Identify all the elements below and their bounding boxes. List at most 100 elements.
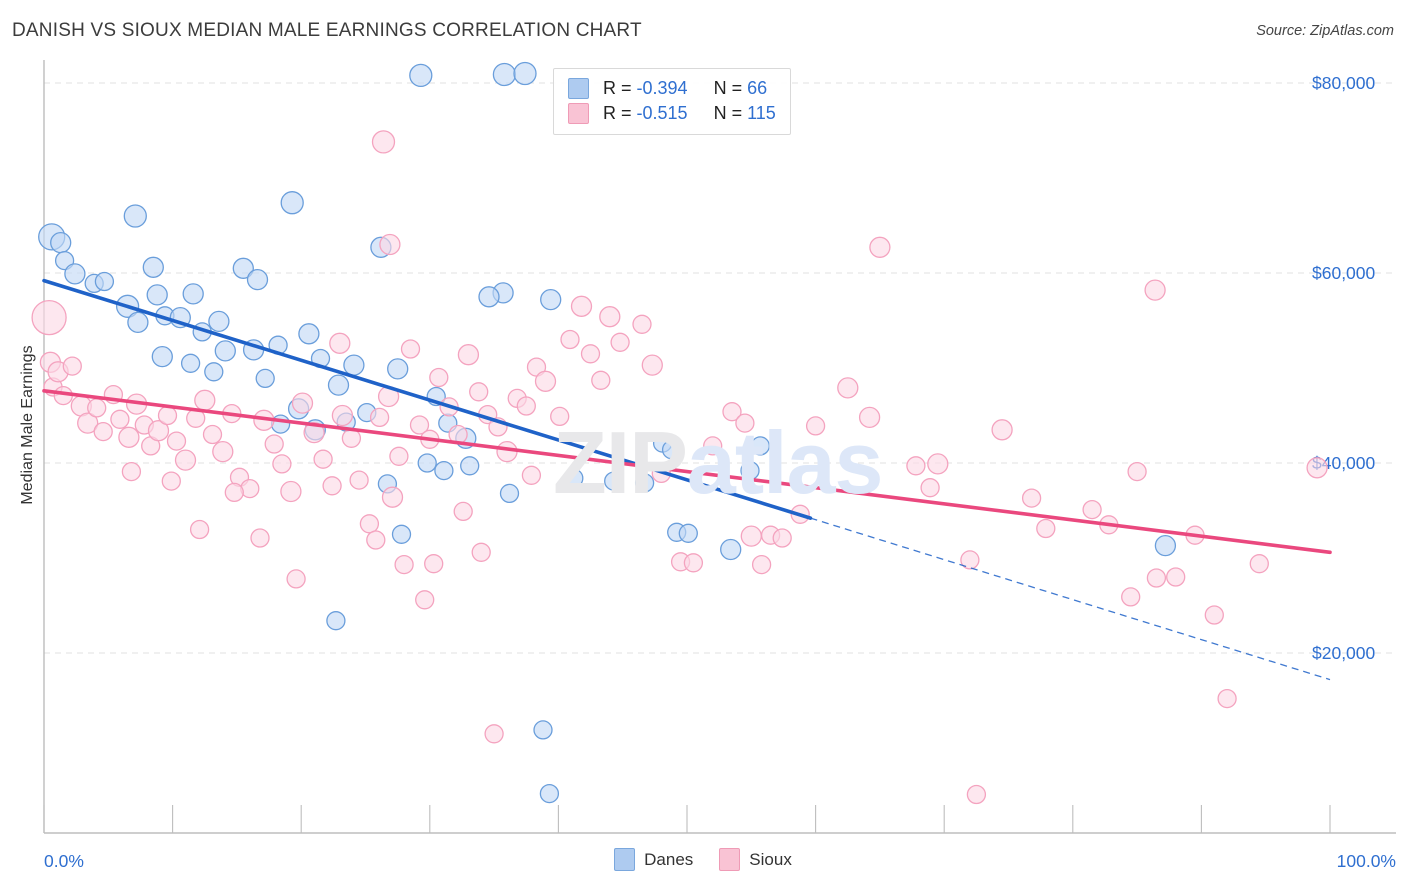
data-point[interactable]: [805, 416, 826, 436]
data-point[interactable]: [484, 724, 504, 744]
data-point[interactable]: [1021, 488, 1042, 508]
data-point[interactable]: [457, 344, 480, 366]
data-point[interactable]: [641, 354, 663, 376]
data-point[interactable]: [127, 311, 149, 334]
data-point[interactable]: [291, 392, 314, 414]
data-point[interactable]: [389, 446, 409, 466]
data-point[interactable]: [920, 478, 940, 498]
data-point[interactable]: [906, 456, 926, 476]
data-point[interactable]: [599, 306, 621, 328]
data-point[interactable]: [1144, 279, 1166, 301]
data-point[interactable]: [683, 553, 704, 573]
data-point[interactable]: [93, 421, 113, 442]
data-point[interactable]: [570, 295, 593, 317]
data-point[interactable]: [208, 310, 230, 333]
data-point[interactable]: [391, 524, 412, 544]
data-point[interactable]: [387, 358, 409, 380]
data-point[interactable]: [246, 268, 269, 291]
data-point[interactable]: [634, 473, 655, 493]
data-point[interactable]: [212, 440, 234, 463]
data-point[interactable]: [280, 480, 302, 503]
data-point[interactable]: [151, 345, 173, 368]
data-point[interactable]: [460, 456, 480, 476]
data-point[interactable]: [366, 530, 386, 550]
data-point[interactable]: [369, 407, 390, 428]
data-point[interactable]: [166, 431, 187, 451]
data-point[interactable]: [62, 356, 82, 376]
data-point[interactable]: [869, 236, 891, 258]
data-point[interactable]: [751, 554, 772, 575]
data-point[interactable]: [610, 332, 630, 352]
data-point[interactable]: [224, 482, 244, 503]
data-point[interactable]: [77, 412, 99, 434]
data-point[interactable]: [960, 550, 980, 570]
data-point[interactable]: [560, 329, 580, 350]
data-point[interactable]: [632, 314, 652, 334]
data-point[interactable]: [858, 406, 881, 429]
data-point[interactable]: [492, 62, 517, 87]
data-point[interactable]: [379, 233, 401, 256]
data-point[interactable]: [381, 486, 404, 508]
data-point[interactable]: [539, 783, 560, 804]
data-point[interactable]: [591, 370, 611, 390]
data-point[interactable]: [110, 409, 130, 429]
data-point[interactable]: [1127, 461, 1147, 482]
data-point[interactable]: [303, 421, 325, 444]
data-point[interactable]: [394, 554, 414, 575]
data-point[interactable]: [534, 370, 557, 392]
data-point[interactable]: [415, 590, 435, 610]
data-point[interactable]: [1146, 568, 1167, 588]
data-point[interactable]: [329, 332, 351, 354]
data-point[interactable]: [499, 483, 520, 504]
legend-item-sioux[interactable]: Sioux: [719, 848, 792, 871]
data-point[interactable]: [255, 368, 275, 389]
data-point[interactable]: [272, 454, 292, 474]
data-point[interactable]: [703, 436, 723, 456]
data-point[interactable]: [331, 404, 354, 427]
data-point[interactable]: [720, 538, 742, 561]
data-point[interactable]: [513, 61, 537, 86]
data-point[interactable]: [286, 569, 306, 589]
data-point[interactable]: [87, 398, 107, 418]
data-point[interactable]: [214, 340, 236, 362]
data-point[interactable]: [202, 424, 223, 445]
data-point[interactable]: [564, 468, 584, 488]
data-point[interactable]: [161, 471, 181, 491]
data-point[interactable]: [550, 406, 570, 427]
data-point[interactable]: [1249, 554, 1269, 574]
data-point[interactable]: [469, 382, 489, 402]
data-point[interactable]: [678, 523, 698, 543]
data-point[interactable]: [991, 419, 1013, 441]
data-point[interactable]: [50, 231, 72, 254]
data-point[interactable]: [250, 528, 270, 548]
data-point[interactable]: [735, 413, 755, 433]
data-point[interactable]: [516, 396, 536, 416]
data-point[interactable]: [123, 204, 147, 228]
data-point[interactable]: [189, 519, 210, 540]
data-point[interactable]: [521, 465, 542, 485]
data-point[interactable]: [424, 554, 444, 574]
data-point[interactable]: [182, 283, 204, 305]
data-point[interactable]: [204, 362, 224, 382]
data-point[interactable]: [1166, 567, 1186, 587]
data-point[interactable]: [1154, 534, 1177, 557]
data-point[interactable]: [1036, 518, 1056, 539]
data-point[interactable]: [270, 414, 291, 434]
data-point[interactable]: [722, 402, 742, 422]
data-point[interactable]: [1121, 587, 1141, 607]
data-point[interactable]: [146, 284, 168, 306]
data-point[interactable]: [64, 263, 86, 285]
data-point[interactable]: [434, 460, 454, 481]
data-point[interactable]: [478, 286, 500, 308]
data-point[interactable]: [927, 453, 949, 475]
data-point[interactable]: [580, 344, 601, 364]
data-point[interactable]: [180, 353, 201, 373]
data-point[interactable]: [264, 434, 284, 454]
data-point[interactable]: [359, 514, 380, 534]
data-point[interactable]: [157, 405, 178, 426]
data-point[interactable]: [1082, 499, 1102, 520]
data-point[interactable]: [194, 389, 216, 411]
data-point[interactable]: [750, 436, 770, 456]
data-point[interactable]: [409, 63, 433, 88]
data-point[interactable]: [280, 191, 304, 215]
